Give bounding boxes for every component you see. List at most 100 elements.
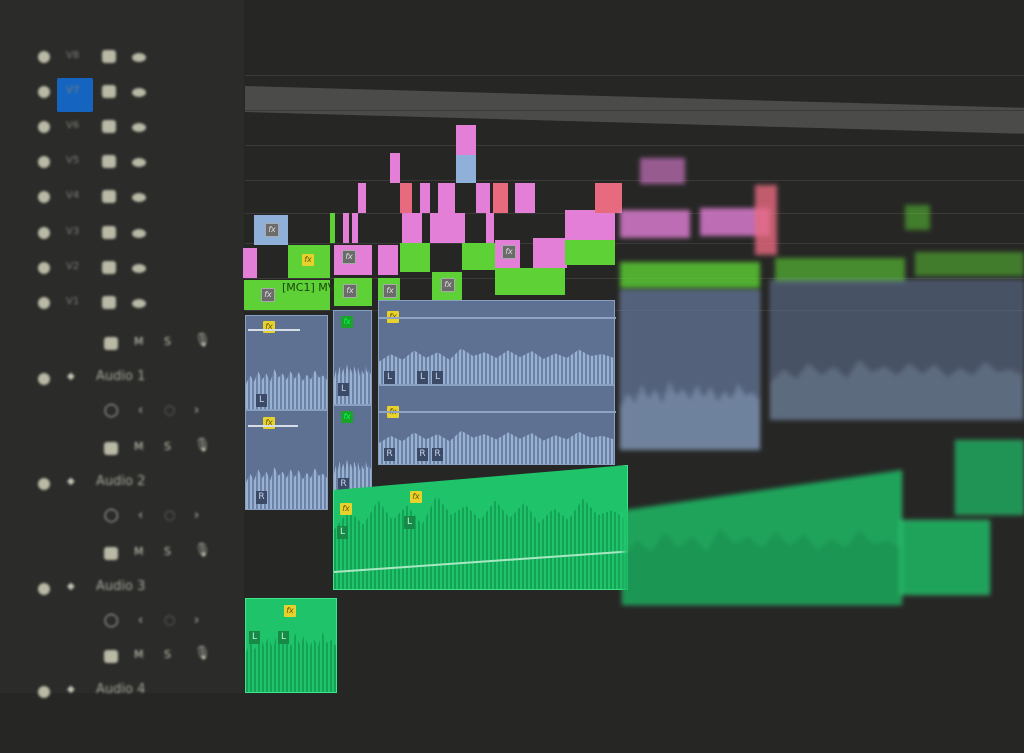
microphone-icon[interactable]: 🎙 (194, 438, 211, 453)
sync-lock-icon[interactable] (102, 50, 116, 63)
audio-clip[interactable] (770, 280, 1024, 420)
track-name[interactable]: V6 (66, 120, 80, 131)
audio-clip[interactable] (900, 520, 990, 595)
video-clip[interactable] (493, 183, 508, 213)
lock-icon[interactable] (38, 297, 50, 309)
add-keyframe-icon[interactable]: ○ (164, 508, 176, 523)
add-keyframe-icon[interactable]: ○ (164, 403, 176, 418)
video-clip[interactable] (430, 213, 465, 243)
video-clip[interactable] (330, 213, 335, 243)
audio-track-name[interactable]: Audio 3 (96, 579, 146, 594)
lock-icon[interactable] (38, 373, 50, 385)
microphone-icon[interactable]: 🎙 (194, 333, 211, 348)
previous-keyframe-icon[interactable]: ‹ (138, 613, 144, 628)
volume-keyframe-line[interactable] (379, 317, 616, 319)
eye-icon[interactable] (132, 193, 146, 202)
video-clip[interactable] (905, 205, 930, 230)
audio-track-name[interactable]: Audio 4 (96, 682, 146, 697)
sync-lock-icon[interactable] (102, 296, 116, 309)
video-clip[interactable] (400, 243, 430, 272)
video-clip[interactable] (533, 238, 567, 268)
video-clip[interactable]: fx (334, 278, 372, 306)
track-target-toggle[interactable] (57, 78, 93, 112)
video-clip-multicam[interactable]: fx [MC1] MVL (244, 280, 341, 310)
audio-clip-right[interactable]: fx R (245, 410, 328, 510)
audio-track-name[interactable]: Audio 1 (96, 369, 146, 384)
video-clip[interactable] (358, 183, 366, 213)
audio-track-name[interactable]: Audio 2 (96, 474, 146, 489)
video-clip[interactable] (495, 268, 565, 295)
video-clip[interactable] (565, 240, 615, 265)
next-keyframe-icon[interactable]: › (194, 403, 200, 418)
video-clip[interactable]: fx (334, 245, 372, 275)
audio-clip-left[interactable]: fx L L L (378, 300, 616, 385)
sync-lock-icon[interactable] (102, 85, 116, 98)
solo-button[interactable]: S (164, 648, 171, 661)
video-clip[interactable] (438, 183, 455, 213)
sync-lock-icon[interactable] (104, 442, 118, 455)
lock-icon[interactable] (38, 262, 50, 274)
volume-icon[interactable]: ◯ (104, 403, 119, 418)
sync-lock-icon[interactable] (102, 190, 116, 203)
microphone-icon[interactable]: 🎙 (194, 543, 211, 558)
previous-keyframe-icon[interactable]: ‹ (138, 508, 144, 523)
track-name[interactable]: V1 (66, 296, 80, 307)
sync-lock-icon[interactable] (102, 261, 116, 274)
mute-button[interactable]: M (134, 648, 144, 661)
solo-button[interactable]: S (164, 440, 171, 453)
volume-keyframe-line[interactable] (248, 329, 300, 331)
audio-clip[interactable] (955, 440, 1024, 515)
video-clip[interactable] (595, 183, 622, 213)
video-clip[interactable] (476, 183, 490, 213)
video-clip[interactable] (462, 243, 495, 270)
lock-icon[interactable] (38, 121, 50, 133)
audio-clip-right[interactable]: fx R R R (378, 385, 616, 465)
eye-icon[interactable] (132, 158, 146, 167)
track-name[interactable]: V3 (66, 226, 80, 237)
audio-clip-stereo[interactable]: fx L L (245, 598, 337, 693)
video-clip[interactable] (402, 213, 422, 243)
mute-button[interactable]: M (134, 545, 144, 558)
eye-icon[interactable] (132, 123, 146, 132)
volume-keyframe-line[interactable] (248, 425, 298, 427)
previous-keyframe-icon[interactable]: ‹ (138, 403, 144, 418)
sync-lock-icon[interactable] (102, 226, 116, 239)
track-name[interactable]: V7 (66, 85, 80, 96)
track-name[interactable]: V8 (66, 50, 80, 61)
audio-clip-stereo[interactable]: fx fx L L (333, 465, 628, 590)
sync-lock-icon[interactable] (102, 120, 116, 133)
video-clip[interactable]: fx (378, 278, 400, 305)
audio-clip-right[interactable]: fx R (333, 405, 372, 500)
sync-lock-icon[interactable] (104, 650, 118, 663)
track-name[interactable]: V2 (66, 261, 80, 272)
solo-button[interactable]: S (164, 545, 171, 558)
lock-icon[interactable] (38, 478, 50, 490)
video-clip[interactable] (352, 213, 358, 243)
lock-icon[interactable] (38, 156, 50, 168)
video-clip[interactable] (515, 183, 535, 213)
volume-keyframe-line[interactable] (379, 411, 616, 413)
solo-button[interactable]: S (164, 335, 171, 348)
sync-lock-icon[interactable] (102, 155, 116, 168)
video-clip[interactable] (775, 258, 905, 282)
sync-lock-icon[interactable] (104, 337, 118, 350)
video-clip[interactable] (620, 262, 760, 288)
audio-clip-left[interactable]: fx L (245, 315, 328, 410)
lock-icon[interactable] (38, 686, 50, 698)
lock-icon[interactable] (38, 227, 50, 239)
track-output-icon[interactable]: ◆ (67, 371, 75, 382)
video-clip[interactable] (390, 153, 400, 183)
lock-icon[interactable] (38, 191, 50, 203)
video-clip[interactable] (640, 158, 685, 184)
video-clip[interactable] (420, 183, 430, 213)
video-clip[interactable] (400, 183, 412, 213)
track-name[interactable]: V4 (66, 190, 80, 201)
lock-icon[interactable] (38, 86, 50, 98)
video-clip[interactable]: fx (495, 240, 520, 268)
mute-button[interactable]: M (134, 440, 144, 453)
microphone-icon[interactable]: 🎙 (194, 646, 211, 661)
eye-icon[interactable] (132, 299, 146, 308)
video-clip[interactable] (243, 248, 257, 278)
video-clip[interactable]: fx (254, 215, 288, 245)
eye-icon[interactable] (132, 53, 146, 62)
